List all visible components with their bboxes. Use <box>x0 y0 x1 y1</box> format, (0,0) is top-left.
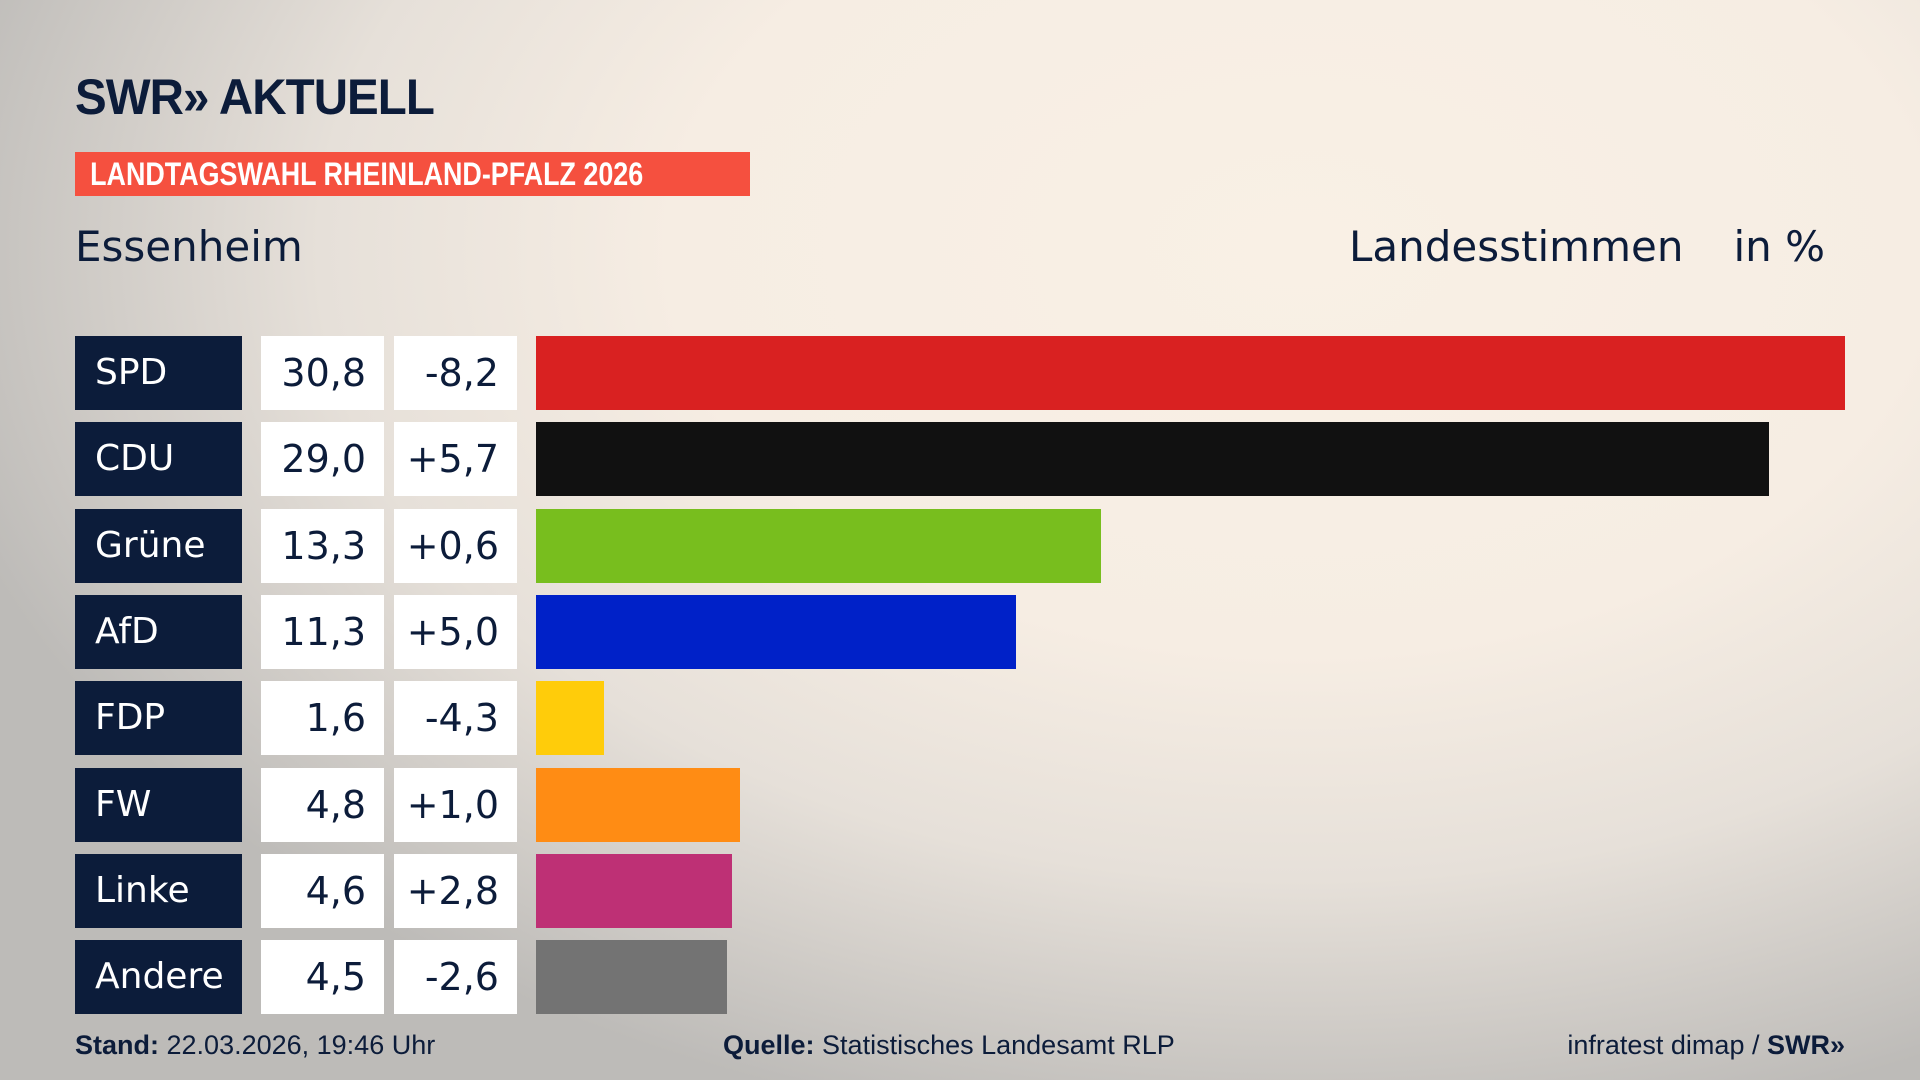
diff-label: -2,6 <box>394 940 517 1015</box>
header-right-labels: Landesstimmen in % <box>1349 222 1825 271</box>
place-title: Essenheim <box>75 222 303 271</box>
diff-label: +0,6 <box>394 508 517 583</box>
credit: infratest dimap / SWR» <box>1567 1030 1845 1061</box>
bar <box>536 767 740 842</box>
party-label: FW <box>75 767 242 842</box>
election-label: LANDTAGSWAHL RHEINLAND-PFALZ 2026 <box>90 156 644 192</box>
bar <box>536 422 1769 497</box>
value-label: 30,8 <box>261 336 384 410</box>
value-label: 29,0 <box>261 422 384 497</box>
bar <box>536 940 728 1015</box>
bar <box>536 681 604 756</box>
measure-label: Landesstimmen <box>1349 222 1684 271</box>
bar <box>536 594 1017 669</box>
value-label: 4,5 <box>261 940 384 1015</box>
diff-label: -8,2 <box>394 336 517 410</box>
party-label: CDU <box>75 422 242 497</box>
party-label: SPD <box>75 336 242 410</box>
party-label: AfD <box>75 594 242 669</box>
timestamp: Stand: 22.03.2026, 19:46 Uhr <box>75 1030 435 1061</box>
value-label: 11,3 <box>261 594 384 669</box>
source-label: Quelle: <box>723 1030 815 1060</box>
value-label: 4,8 <box>261 767 384 842</box>
party-label: Andere <box>75 940 242 1015</box>
party-label: FDP <box>75 681 242 756</box>
bar <box>536 508 1102 583</box>
value-label: 1,6 <box>261 681 384 756</box>
stand-label: Stand: <box>75 1030 159 1060</box>
diff-label: +5,7 <box>394 422 517 497</box>
source: Quelle: Statistisches Landesamt RLP <box>723 1030 1175 1061</box>
diff-label: -4,3 <box>394 681 517 756</box>
bar <box>536 853 732 928</box>
bar <box>536 336 1845 410</box>
diff-label: +2,8 <box>394 853 517 928</box>
value-label: 4,6 <box>261 853 384 928</box>
diff-label: +1,0 <box>394 767 517 842</box>
swr-logo: SWR» <box>1766 1030 1845 1060</box>
value-label: 13,3 <box>261 508 384 583</box>
election-label-box: LANDTAGSWAHL RHEINLAND-PFALZ 2026 <box>75 152 750 196</box>
source-value: Statistisches Landesamt RLP <box>822 1030 1175 1060</box>
diff-label: +5,0 <box>394 594 517 669</box>
stand-value: 22.03.2026, 19:46 Uhr <box>166 1030 436 1060</box>
swr-aktuell-logo: SWR» AKTUELL <box>75 69 435 125</box>
party-label: Grüne <box>75 508 242 583</box>
party-label: Linke <box>75 853 242 928</box>
unit-label: in % <box>1733 222 1825 271</box>
credit-text: infratest dimap / <box>1567 1030 1760 1060</box>
